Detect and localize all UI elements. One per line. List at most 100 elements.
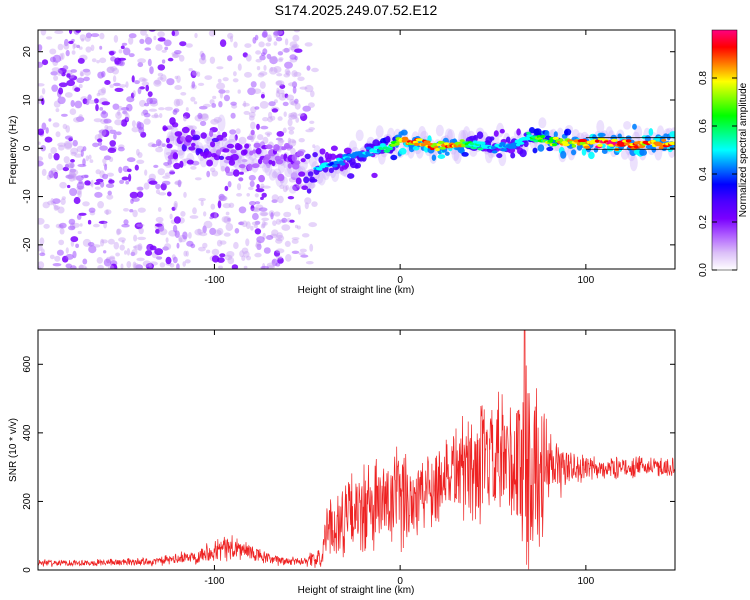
noise-blob: [238, 206, 247, 214]
noise-blob: [309, 120, 315, 125]
spectrogram-ridge: [164, 114, 675, 194]
noise-blob: [228, 139, 236, 143]
noise-blob: [241, 220, 248, 228]
noise-blob: [123, 219, 129, 225]
noise-blob: [38, 261, 45, 269]
noise-blob: [246, 255, 251, 261]
noise-blob: [157, 72, 164, 77]
ridge-cell: [230, 149, 237, 154]
noise-blob: [216, 82, 226, 90]
noise-blob: [82, 158, 86, 166]
spectrogram-frame: [37, 29, 676, 270]
noise-blob: [232, 78, 239, 83]
noise-blob: [299, 86, 308, 90]
noise-blob: [134, 164, 139, 171]
ridge-cell: [437, 154, 446, 160]
noise-blob: [141, 78, 148, 82]
noise-blob: [200, 120, 207, 127]
noise-blob: [54, 30, 64, 34]
ridge-cell: [253, 142, 261, 148]
noise-blob: [48, 170, 54, 179]
noise-blob: [259, 211, 269, 217]
ridge-cell: [496, 153, 503, 159]
noise-blob: [179, 41, 187, 47]
noise-blob: [285, 184, 290, 191]
noise-blob: [53, 153, 60, 161]
ridge-cell: [412, 145, 420, 151]
noise-blob: [38, 44, 43, 52]
ridge-cell: [295, 177, 302, 185]
noise-blob: [44, 136, 53, 143]
noise-blob: [90, 179, 94, 188]
ridge-cell: [180, 136, 186, 142]
noise-blob: [98, 220, 108, 224]
ridge-cell: [328, 167, 334, 174]
noise-blob: [136, 148, 140, 156]
noise-blob: [99, 128, 107, 137]
noise-blob: [268, 56, 275, 61]
ridge-halo: [349, 140, 357, 152]
noise-blob: [153, 35, 157, 41]
noise-blob: [157, 207, 162, 212]
noise-blob: [231, 264, 239, 269]
noise-blob: [298, 252, 306, 256]
noise-blob: [288, 112, 294, 118]
ridge-core: [318, 167, 323, 171]
noise-blob: [136, 257, 145, 262]
noise-blob: [175, 98, 184, 106]
noise-blob: [290, 111, 298, 120]
noise-blob: [49, 48, 57, 55]
noise-blob: [292, 86, 297, 94]
ridge-cell: [476, 131, 484, 139]
noise-blob: [198, 246, 206, 252]
noise-blob: [46, 36, 53, 40]
noise-blob: [117, 105, 123, 111]
ridge-cell: [273, 144, 280, 152]
ridge-cell: [291, 154, 297, 162]
noise-blob: [143, 182, 150, 190]
noise-blob: [245, 54, 252, 62]
noise-blob: [51, 67, 61, 72]
ridge-core: [638, 144, 646, 149]
noise-blob: [290, 172, 298, 181]
noise-blob: [276, 87, 280, 94]
noise-blob: [136, 186, 141, 191]
noise-blob: [109, 129, 117, 134]
noise-blob: [121, 176, 129, 181]
noise-blob: [58, 87, 64, 95]
noise-blob: [254, 201, 261, 205]
noise-blob: [283, 211, 292, 218]
noise-blob: [101, 239, 108, 244]
noise-blob: [288, 129, 295, 135]
y-tick-label: 600: [22, 356, 33, 373]
noise-blob: [160, 74, 167, 82]
noise-blob: [225, 223, 234, 231]
noise-blob: [75, 30, 81, 33]
noise-blob: [126, 103, 133, 112]
noise-blob: [128, 173, 132, 182]
noise-blob: [68, 75, 78, 81]
noise-blob: [290, 147, 296, 155]
noise-blob: [212, 95, 217, 100]
ridge-cell: [188, 146, 196, 151]
ridge-core: [435, 148, 440, 152]
noise-blob: [57, 96, 66, 105]
noise-blob: [93, 98, 99, 104]
noise-blob: [243, 265, 248, 269]
noise-blob: [266, 235, 274, 240]
noise-blob: [114, 119, 123, 126]
noise-blob: [254, 252, 262, 258]
y-tick-label: 0: [22, 145, 33, 151]
noise-blob: [145, 33, 149, 41]
noise-blob: [97, 138, 103, 143]
noise-blob: [177, 179, 182, 188]
noise-blob: [148, 263, 153, 269]
noise-blob: [277, 257, 284, 264]
noise-blob: [212, 134, 218, 139]
noise-blob: [200, 200, 204, 207]
noise-blob: [253, 224, 258, 229]
noise-blob: [112, 103, 120, 110]
noise-blob: [145, 84, 149, 92]
noise-blob: [285, 254, 292, 262]
x-tick-label: 0: [397, 275, 403, 286]
